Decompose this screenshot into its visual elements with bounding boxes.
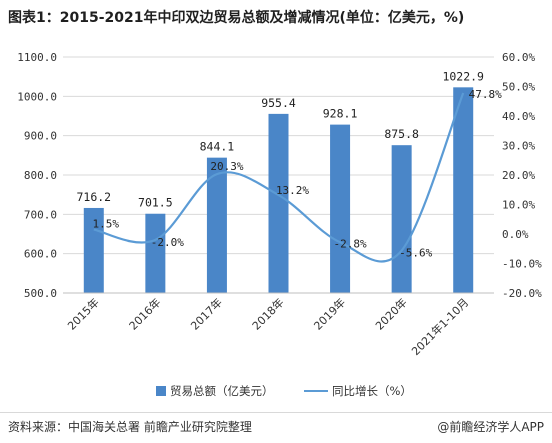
bar-4 bbox=[330, 124, 351, 293]
growth-line bbox=[93, 92, 465, 263]
x-tick-label: 2015年 bbox=[64, 295, 101, 332]
growth-value-label: 20.3% bbox=[210, 160, 243, 173]
growth-value-label: -2.8% bbox=[334, 237, 367, 250]
legend-label-bar: 贸易总额（亿美元） bbox=[170, 384, 274, 398]
y-right-tick-label: 30.0% bbox=[502, 140, 535, 153]
y-right-tick-label: 40.0% bbox=[502, 110, 535, 123]
y-right-tick-label: -20.0% bbox=[502, 287, 542, 300]
y-left-tick-label: 800.0 bbox=[24, 169, 57, 182]
footer-divider bbox=[0, 412, 552, 435]
x-tick-label: 2016年 bbox=[126, 295, 163, 332]
legend-label-line: 同比增长（%） bbox=[332, 384, 412, 398]
bar-value-label: 955.4 bbox=[261, 96, 296, 110]
bar-6 bbox=[453, 87, 474, 294]
growth-value-label: 13.2% bbox=[276, 184, 309, 197]
x-tick-label: 2020年 bbox=[372, 295, 409, 332]
bar-2 bbox=[206, 157, 227, 293]
growth-value-label: -2.0% bbox=[151, 236, 184, 249]
y-left-tick-label: 1000.0 bbox=[17, 90, 57, 103]
y-left-tick-label: 700.0 bbox=[24, 208, 57, 221]
bar-value-label: 1022.9 bbox=[442, 69, 484, 83]
y-right-tick-label: 10.0% bbox=[502, 199, 535, 212]
x-tick-label: 2021年1-10月 bbox=[408, 295, 471, 358]
growth-value-label: 1.5% bbox=[93, 218, 120, 231]
x-tick-label: 2018年 bbox=[249, 295, 286, 332]
bar-value-label: 701.5 bbox=[138, 196, 173, 210]
y-left-tick-label: 500.0 bbox=[24, 287, 57, 300]
legend-swatch-bar bbox=[156, 386, 166, 396]
bar-3 bbox=[268, 113, 289, 293]
bar-value-label: 844.1 bbox=[200, 140, 235, 154]
chart-title: 图表1：2015-2021年中印双边贸易总额及增减情况(单位：亿美元，%) bbox=[8, 10, 465, 26]
bar-value-label: 875.8 bbox=[384, 127, 419, 141]
growth-value-label: 47.8% bbox=[469, 88, 502, 101]
source-note: 资料来源：中国海关总署 前瞻产业研究院整理 bbox=[8, 420, 252, 434]
y-left-tick-label: 1100.0 bbox=[17, 51, 57, 64]
y-left-tick-label: 600.0 bbox=[24, 248, 57, 261]
y-right-tick-label: 20.0% bbox=[502, 169, 535, 182]
y-right-tick-label: 0.0% bbox=[502, 228, 529, 241]
bar-value-label: 716.2 bbox=[76, 190, 111, 204]
bar-value-label: 928.1 bbox=[323, 107, 358, 121]
growth-value-label: -5.6% bbox=[399, 247, 432, 260]
bar-5 bbox=[391, 145, 412, 293]
chart: 500.0 600.0 700.0 800.0 900.0 1000.0 1100.0 -20… bbox=[17, 51, 542, 398]
bar-0 bbox=[83, 207, 104, 293]
y-right-tick-label: 50.0% bbox=[502, 81, 535, 94]
y-right-tick-label: -10.0% bbox=[502, 258, 542, 271]
bar-1 bbox=[145, 213, 166, 293]
y-left-tick-label: 900.0 bbox=[24, 130, 57, 143]
y-right-tick-label: 60.0% bbox=[502, 51, 535, 64]
brand-label: @前瞻经济学人APP bbox=[437, 420, 544, 434]
x-tick-label: 2019年 bbox=[311, 295, 348, 332]
x-tick-label: 2017年 bbox=[188, 295, 225, 332]
